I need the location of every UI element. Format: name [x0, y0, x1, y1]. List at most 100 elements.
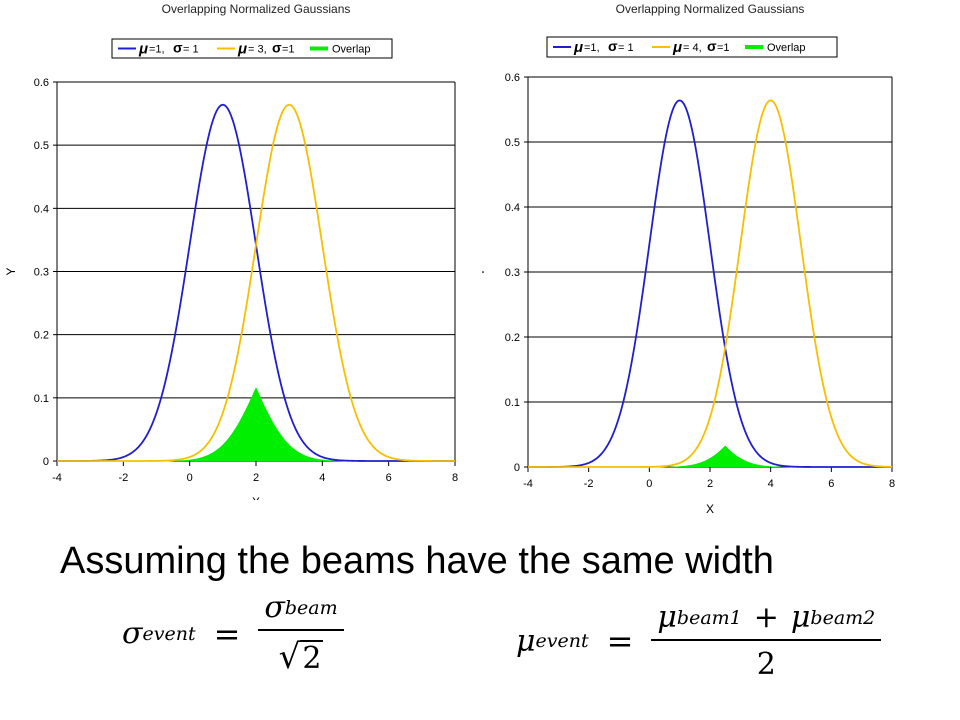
overlap-area — [57, 387, 455, 461]
legend-item: μ =1, σ = 1 — [553, 38, 634, 56]
mu-glyph: μ — [672, 39, 682, 56]
x-tick-label: 6 — [386, 472, 392, 484]
y-tick-label: 0.2 — [505, 332, 520, 344]
y-tick-label: 0.3 — [34, 267, 49, 279]
fraction-bar — [651, 639, 882, 641]
y-tick-label: 0.5 — [505, 137, 520, 149]
beam-subscript: beam — [284, 596, 338, 619]
legend-item: Overlap — [745, 42, 806, 54]
sigma-glyph: σ — [272, 40, 282, 56]
x-tick-label: -2 — [118, 472, 128, 484]
y-tick-label: 0.4 — [34, 203, 49, 215]
y-axis-label: Y — [4, 267, 18, 275]
gaussian-line-yellow — [57, 103, 455, 462]
legend-mu-value: = 3, — [248, 44, 267, 56]
legend-box — [546, 36, 838, 58]
gaussian-line-yellow — [528, 99, 893, 468]
chart-title: Overlapping Normalized Gaussians — [616, 2, 805, 16]
legend: μ =1, σ = 1 μ = 4, σ =1 Overlap — [546, 36, 838, 58]
right-chart-panel: Overlapping Normalized Gaussians μ =1, σ = 1… — [473, 0, 960, 525]
caption-text: Assuming the beams have the same width — [60, 540, 774, 582]
overlap-area — [528, 445, 892, 467]
sigma-fraction: σ beam √ 2 — [258, 590, 344, 677]
legend: μ =1, σ = 1 μ = 3, σ =1 Overlap — [111, 38, 393, 59]
x-tick-label: 4 — [319, 472, 325, 484]
x-tick-label: 8 — [452, 472, 458, 484]
y-tick-label: 0.2 — [34, 330, 49, 342]
gaussian-line-blue — [528, 99, 892, 468]
legend-sigma-value: =1 — [282, 44, 295, 56]
mu-glyph: μ — [138, 41, 148, 58]
sigma-event-formula: σ event = σ beam √ 2 — [122, 590, 344, 677]
y-tick-label: 0.5 — [34, 140, 49, 152]
legend-box — [111, 38, 393, 59]
legend-mu-value: = 4, — [683, 42, 702, 54]
mu-denominator: 2 — [756, 647, 776, 682]
sigma-glyph: σ — [707, 38, 717, 54]
mu-beam1-symbol: μ — [657, 600, 677, 635]
x-tick-label: 0 — [646, 478, 652, 490]
mu-beam2-symbol: μ — [790, 600, 811, 635]
sqrt-radicand: 2 — [300, 639, 324, 676]
plus-sign: + — [753, 600, 779, 635]
legend-sigma-value: =1 — [717, 42, 730, 54]
x-tick-label: 0 — [187, 472, 193, 484]
mu-symbol: μ — [516, 623, 536, 659]
legend-mu-value: =1, — [149, 44, 165, 56]
equals-sign: = — [213, 614, 241, 653]
x-tick-label: 4 — [768, 478, 774, 490]
x-tick-label: -4 — [523, 478, 533, 490]
mu-fraction: μ beam1 + μ beam2 2 — [651, 600, 882, 682]
legend-sigma-value: = 1 — [183, 44, 199, 56]
sigma-glyph: σ — [608, 38, 618, 54]
y-tick-label: 0.1 — [505, 397, 520, 409]
y-axis: 0 0.1 0.2 0.3 0.4 0.5 0.6 — [34, 77, 456, 468]
x-axis: -4 -2 0 2 4 6 8 — [523, 467, 895, 490]
y-tick-label: 0.4 — [505, 202, 520, 214]
y-tick-label: 0 — [514, 462, 520, 474]
x-tick-label: 2 — [707, 478, 713, 490]
x-tick-label: 8 — [889, 478, 895, 490]
x-tick-label: 2 — [253, 472, 259, 484]
sigma-numerator: σ beam — [258, 590, 343, 629]
legend-item: Overlap — [310, 44, 371, 56]
y-axis-label: Y — [482, 268, 487, 276]
legend-mu-value: =1, — [584, 42, 600, 54]
left-chart-panel: Overlapping Normalized Gaussians μ =1, σ = 1… — [0, 0, 470, 509]
event-subscript: event — [535, 630, 589, 652]
sigma-beam-symbol: σ — [264, 590, 285, 625]
fraction-bar — [258, 629, 344, 631]
sigma-glyph: σ — [173, 40, 183, 56]
legend-item: μ = 3, σ =1 — [217, 40, 295, 58]
legend-item: μ = 4, σ =1 — [652, 38, 730, 56]
mu-glyph: μ — [573, 39, 583, 56]
x-axis-label: X — [706, 502, 714, 516]
x-tick-label: -4 — [52, 472, 62, 484]
x-tick-label: 6 — [828, 478, 834, 490]
y-tick-label: 0.6 — [505, 72, 520, 84]
y-tick-label: 0 — [43, 456, 49, 468]
beam2-subscript: beam2 — [810, 606, 876, 629]
beam1-subscript: beam1 — [676, 606, 742, 629]
x-tick-label: -2 — [584, 478, 594, 490]
legend-sigma-value: = 1 — [618, 42, 634, 54]
legend-label: Overlap — [332, 44, 371, 56]
event-subscript: event — [142, 622, 196, 645]
legend-label: Overlap — [767, 42, 806, 54]
mu-event-formula: μ event = μ beam1 + μ beam2 2 — [516, 600, 882, 682]
legend-item: μ =1, σ = 1 — [118, 40, 199, 58]
y-tick-label: 0.1 — [34, 393, 49, 405]
sigma-denominator: √ 2 — [279, 631, 324, 677]
equals-sign: = — [606, 622, 634, 660]
chart-title: Overlapping Normalized Gaussians — [162, 2, 351, 16]
x-axis: -4 -2 0 2 4 6 8 — [52, 461, 458, 484]
mu-numerator: μ beam1 + μ beam2 — [651, 600, 881, 639]
x-axis-label: X — [252, 495, 260, 500]
sigma-symbol: σ — [122, 616, 143, 651]
y-tick-label: 0.3 — [505, 267, 520, 279]
y-tick-label: 0.6 — [34, 77, 49, 89]
y-axis: 0 0.1 0.2 0.3 0.4 0.5 0.6 — [505, 72, 893, 474]
mu-glyph: μ — [237, 41, 247, 58]
